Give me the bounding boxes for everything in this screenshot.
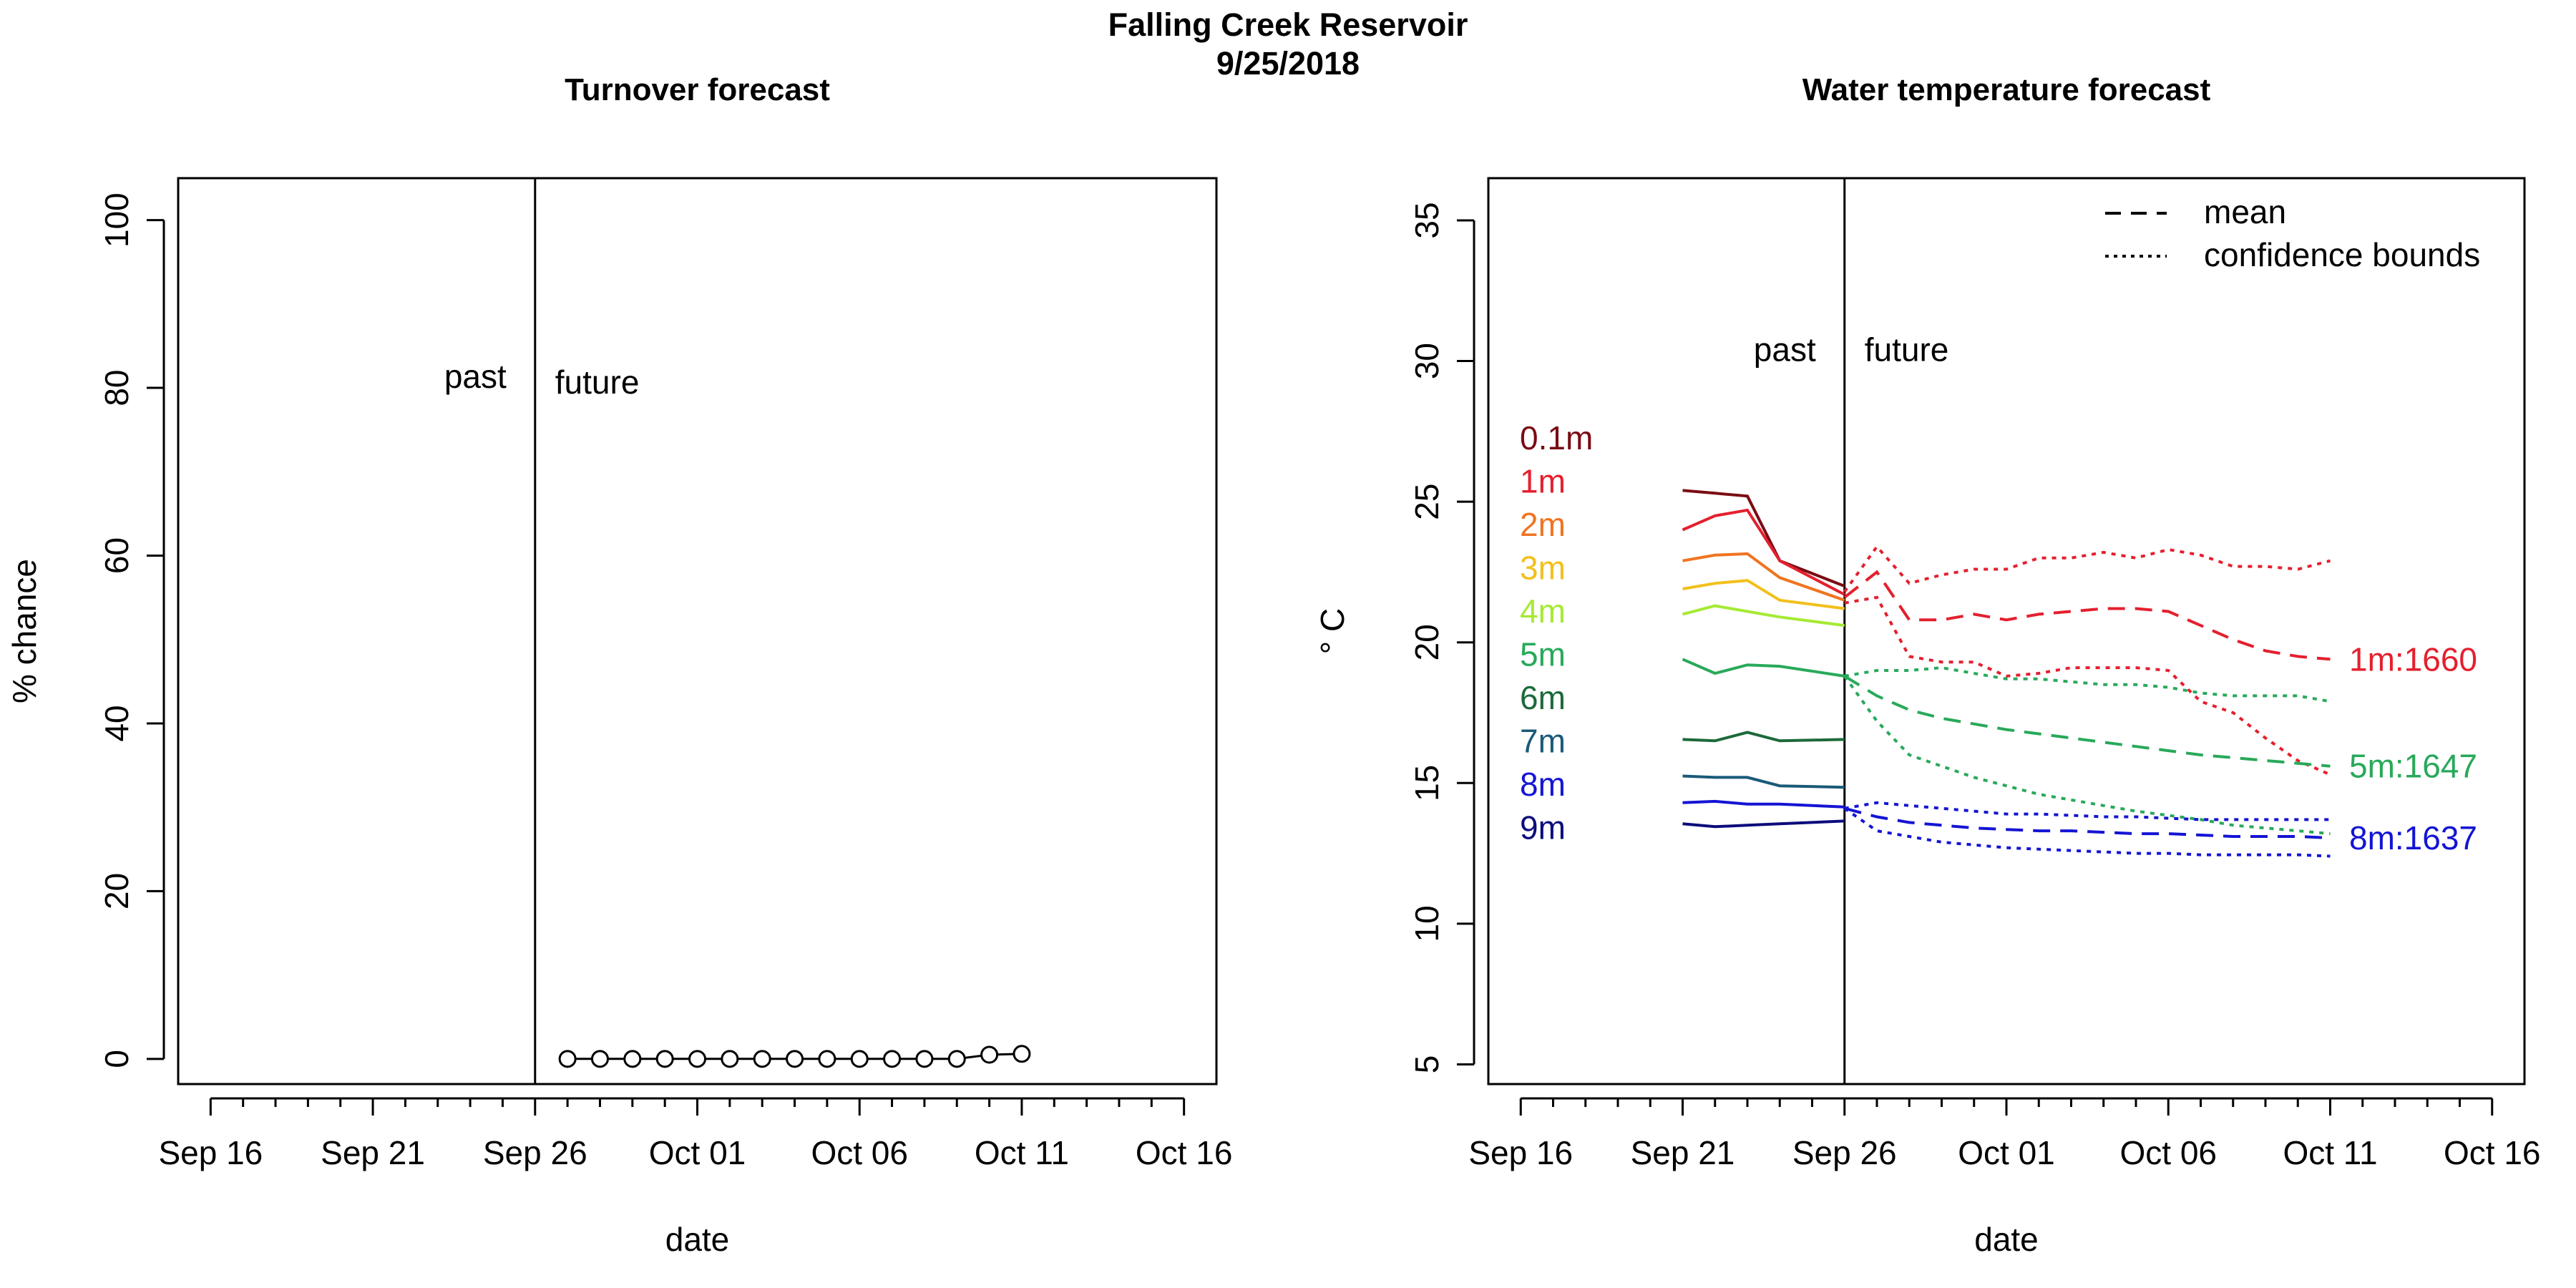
past-annotation: past xyxy=(444,358,507,395)
observed-line-0.1m xyxy=(1682,489,1845,587)
x-tick-label: Sep 16 xyxy=(158,1134,263,1171)
forecast-label: 1m:1660 xyxy=(2349,640,2477,678)
y-tick-label: 60 xyxy=(98,537,135,574)
turnover-forecast-panel: Turnover forecast Sep 16 Sep 21 Sep 26 Oct 0… xyxy=(6,72,1232,1258)
forecast-lower-bound xyxy=(1843,807,2331,858)
y-tick-label: 35 xyxy=(1408,202,1445,238)
turnover-point xyxy=(818,1050,836,1068)
observed-line-9m xyxy=(1682,819,1845,829)
observed-line-6m xyxy=(1682,731,1845,743)
forecast-mean-line xyxy=(1843,675,2331,768)
turnover-point xyxy=(947,1050,966,1068)
figure-subtitle: 9/25/2018 xyxy=(1216,45,1360,82)
depth-label-3m: 3m xyxy=(1520,550,1566,587)
x-axis-label: date xyxy=(1974,1221,2039,1258)
figure-title: Falling Creek Reservoir xyxy=(1108,6,1468,43)
y-tick-label: 20 xyxy=(1408,624,1445,660)
x-tick-label: Oct 01 xyxy=(1958,1134,2055,1171)
y-tick-label: 10 xyxy=(1408,905,1445,942)
plot-frame xyxy=(177,177,1218,1085)
turnover-point xyxy=(623,1050,642,1068)
y-tick-label: 80 xyxy=(98,369,135,406)
legend-label: confidence bounds xyxy=(2204,236,2480,273)
x-tick-label: Oct 06 xyxy=(811,1134,908,1171)
x-tick-label: Oct 11 xyxy=(975,1134,1069,1171)
turnover-point xyxy=(980,1045,999,1064)
y-tick-label: 5 xyxy=(1408,1055,1445,1074)
observed-line-7m xyxy=(1682,774,1845,789)
panel-title: Water temperature forecast xyxy=(1802,72,2211,107)
forecast-label: 8m:1637 xyxy=(2349,819,2477,857)
x-tick-label: Sep 26 xyxy=(483,1134,587,1171)
depth-label-4m: 4m xyxy=(1520,592,1566,630)
forecast-lower-bound xyxy=(1844,595,2331,776)
turnover-point xyxy=(915,1050,934,1068)
forecast-lower-bound xyxy=(1843,675,2331,836)
x-tick-label: Oct 16 xyxy=(2444,1134,2541,1171)
future-annotation: future xyxy=(1865,331,1949,369)
y-axis-label: % chance xyxy=(6,559,43,703)
legend-label: mean xyxy=(2204,193,2286,230)
depth-label-2m: 2m xyxy=(1520,506,1566,543)
turnover-point xyxy=(883,1050,902,1068)
observed-line-4m xyxy=(1682,604,1845,628)
y-tick-label: 20 xyxy=(98,873,135,909)
turnover-point xyxy=(786,1050,804,1068)
depth-label-9m: 9m xyxy=(1520,809,1566,847)
forecast-upper-bound xyxy=(1844,666,2331,703)
depth-label-0.1m: 0.1m xyxy=(1520,419,1593,457)
future-annotation: future xyxy=(555,364,640,401)
depth-label-7m: 7m xyxy=(1520,723,1566,760)
forecast-mean-line xyxy=(1843,570,2331,661)
turnover-point xyxy=(558,1050,577,1068)
turnover-point xyxy=(655,1050,674,1068)
plot-frame xyxy=(1487,177,2526,1085)
depth-label-5m: 5m xyxy=(1520,636,1566,673)
observed-line-1m xyxy=(1682,508,1845,596)
turnover-point xyxy=(1013,1045,1031,1063)
observed-line-2m xyxy=(1682,552,1845,602)
depth-label-1m: 1m xyxy=(1520,463,1566,500)
y-tick-label: 40 xyxy=(98,705,135,741)
observed-line-8m xyxy=(1682,799,1845,809)
x-axis-label: date xyxy=(665,1221,730,1258)
y-axis-label: ° C xyxy=(1314,608,1351,654)
water-temperature-forecast-panel: Water temperature forecast Sep 16 Sep 21 Se… xyxy=(1314,72,2541,1258)
y-tick-label: 100 xyxy=(98,192,135,248)
x-tick-label: Oct 11 xyxy=(2283,1134,2377,1171)
turnover-point xyxy=(688,1050,706,1068)
forecast-upper-bound xyxy=(1843,544,2331,593)
turnover-point xyxy=(590,1050,609,1068)
x-tick-label: Oct 01 xyxy=(649,1134,746,1171)
x-tick-label: Sep 21 xyxy=(1631,1134,1735,1171)
turnover-point xyxy=(721,1050,739,1068)
x-tick-label: Oct 06 xyxy=(2119,1134,2217,1171)
forecast-mean-line xyxy=(1844,806,2331,839)
forecast-upper-bound xyxy=(1844,801,2331,821)
y-tick-label: 15 xyxy=(1408,765,1445,801)
y-tick-label: 25 xyxy=(1408,484,1445,520)
y-tick-label: 30 xyxy=(1408,343,1445,379)
depth-label-6m: 6m xyxy=(1520,679,1566,716)
x-tick-label: Sep 21 xyxy=(321,1134,425,1171)
forecast-label: 5m:1647 xyxy=(2349,748,2477,785)
observed-line-5m xyxy=(1682,658,1845,678)
y-tick-label: 0 xyxy=(98,1050,135,1068)
depth-label-8m: 8m xyxy=(1520,766,1566,803)
turnover-point xyxy=(753,1050,771,1068)
x-tick-label: Sep 16 xyxy=(1468,1134,1573,1171)
past-annotation: past xyxy=(1754,331,1816,369)
x-tick-label: Oct 16 xyxy=(1136,1134,1233,1171)
panel-title: Turnover forecast xyxy=(565,72,830,107)
observed-line-3m xyxy=(1682,579,1845,610)
x-tick-label: Sep 26 xyxy=(1792,1134,1897,1171)
turnover-point xyxy=(850,1050,869,1068)
